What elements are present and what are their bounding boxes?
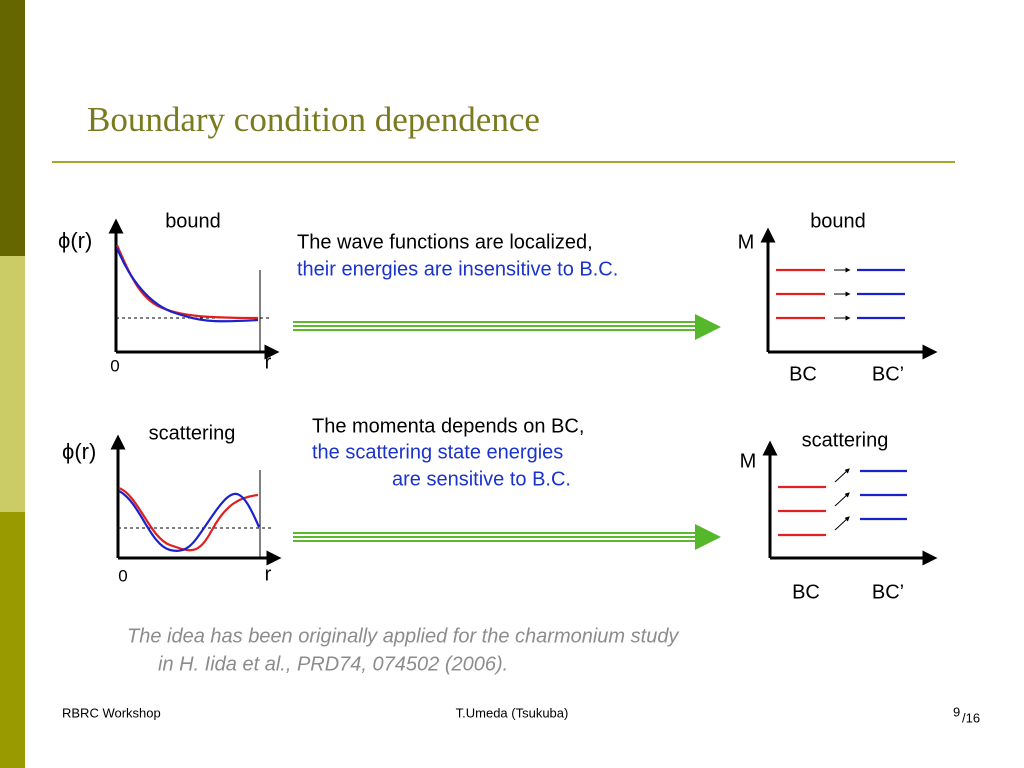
x-label: BC bbox=[789, 363, 817, 385]
page-number: 9 bbox=[953, 704, 960, 719]
origin-label: 0 bbox=[118, 566, 127, 585]
mass-plot bbox=[762, 440, 938, 566]
mass-plot bbox=[760, 227, 938, 360]
text-line: The wave functions are localized, bbox=[297, 231, 593, 253]
wave-plot bbox=[110, 434, 282, 566]
mass-label: bound bbox=[810, 210, 866, 232]
green-arrow bbox=[293, 314, 721, 340]
text-line: are sensitive to B.C. bbox=[392, 468, 571, 490]
x-label: BC’ bbox=[872, 581, 904, 603]
text-line: their energies are insensitive to B.C. bbox=[297, 258, 618, 280]
origin-label: 0 bbox=[110, 356, 119, 375]
footer-center: T.Umeda (Tsukuba) bbox=[456, 705, 569, 720]
y-label: M bbox=[738, 231, 755, 253]
text-line: The momenta depends on BC, bbox=[312, 415, 584, 437]
x-label: BC bbox=[792, 581, 820, 603]
side-bar bbox=[0, 0, 25, 256]
green-arrow bbox=[293, 524, 721, 550]
wave-plot bbox=[108, 218, 280, 360]
footer-left: RBRC Workshop bbox=[62, 705, 161, 720]
page-total: /16 bbox=[962, 710, 980, 725]
y-label: M bbox=[740, 450, 757, 472]
y-label: ϕ(r) bbox=[62, 439, 96, 464]
wave-label: bound bbox=[165, 210, 221, 232]
x-label: r bbox=[265, 563, 272, 585]
x-label: r bbox=[265, 351, 272, 373]
mass-label: scattering bbox=[802, 429, 889, 451]
x-label: BC’ bbox=[872, 363, 904, 385]
text-line: the scattering state energies bbox=[312, 441, 563, 463]
side-bar bbox=[0, 512, 25, 768]
note: The idea has been originally applied for… bbox=[127, 625, 679, 647]
side-bar bbox=[0, 256, 25, 512]
wave-label: scattering bbox=[149, 422, 236, 444]
y-label: ϕ(r) bbox=[58, 228, 92, 253]
note: in H. Iida et al., PRD74, 074502 (2006). bbox=[158, 653, 508, 675]
title: Boundary condition dependence bbox=[87, 100, 540, 139]
